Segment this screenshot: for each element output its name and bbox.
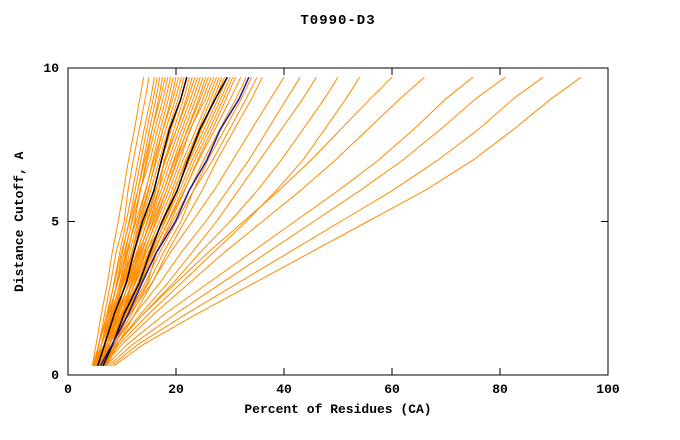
series-line xyxy=(102,76,317,367)
series-line xyxy=(99,77,231,366)
series-line xyxy=(101,76,361,367)
series-line xyxy=(110,76,544,367)
x-tick-label: 100 xyxy=(596,382,620,397)
series-line xyxy=(94,77,150,366)
series-line xyxy=(94,77,226,366)
y-tick-label: 0 xyxy=(51,368,59,383)
series-line xyxy=(108,76,506,367)
series-line xyxy=(96,77,188,367)
series-line xyxy=(113,76,582,367)
series-line xyxy=(92,77,180,366)
series-line xyxy=(103,76,258,367)
chart-title: T0990-D3 xyxy=(300,13,376,29)
series-line xyxy=(101,77,217,366)
series-line xyxy=(96,77,169,366)
x-tick-label: 0 xyxy=(64,382,72,397)
series-line xyxy=(93,77,166,366)
y-tick-label: 10 xyxy=(43,61,59,76)
series-line xyxy=(100,76,393,367)
series-line xyxy=(106,76,263,367)
x-tick-label: 40 xyxy=(276,382,292,397)
series-line xyxy=(99,76,250,367)
series-line xyxy=(97,77,155,366)
series-line xyxy=(95,77,182,366)
series-line xyxy=(102,76,425,367)
series-line xyxy=(102,76,228,367)
x-tick-label: 60 xyxy=(384,382,400,397)
series-line xyxy=(98,77,215,366)
x-axis-label: Percent of Residues (CA) xyxy=(244,402,432,417)
series-line xyxy=(95,76,242,367)
series-line xyxy=(105,77,236,366)
series-line xyxy=(99,76,301,367)
series-line xyxy=(92,77,209,366)
x-tick-label: 20 xyxy=(168,382,184,397)
series-line xyxy=(105,76,474,367)
series-line xyxy=(99,77,201,366)
series-line xyxy=(94,77,196,366)
series-line xyxy=(91,77,145,366)
y-tick-label: 5 xyxy=(51,215,59,230)
x-tick-label: 80 xyxy=(492,382,508,397)
